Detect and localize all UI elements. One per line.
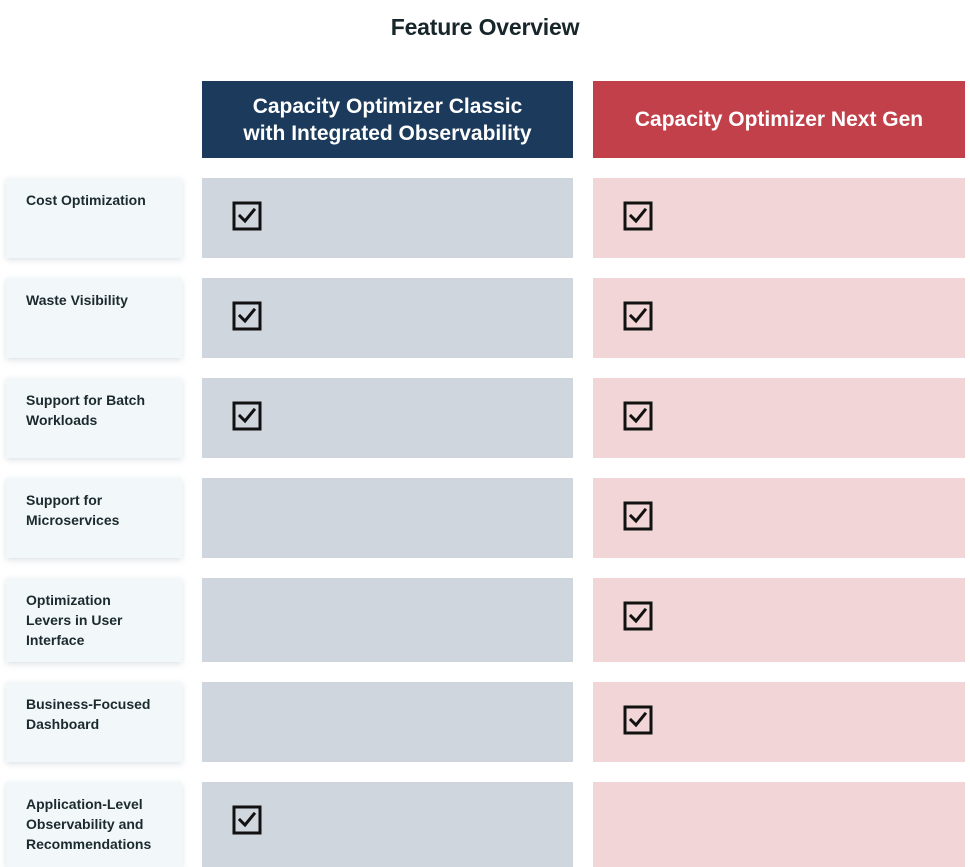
feature-label: Application-Level Observability and Recomm… <box>6 782 182 867</box>
checkbox-checked-icon <box>623 401 653 431</box>
feature-cell-classic <box>202 378 573 458</box>
feature-label-line: Recommendations <box>26 836 152 852</box>
column-header-classic-line1: Capacity Optimizer Classic <box>252 94 523 118</box>
column-header-classic-line2: with Integrated Observability <box>243 121 532 145</box>
feature-label-line: Workloads <box>26 412 98 428</box>
column-header-nextgen: Capacity Optimizer Next Gen <box>593 81 965 158</box>
feature-label-line: Levers in User <box>26 612 123 628</box>
checkbox-checked-icon <box>623 501 653 531</box>
feature-label: Cost Optimization <box>6 178 182 258</box>
feature-label: Support for Batch Workloads <box>6 378 182 458</box>
feature-cell-nextgen <box>593 278 965 358</box>
feature-cell-classic <box>202 478 573 558</box>
feature-label-line: Support for <box>26 492 103 508</box>
feature-label: Support for Microservices <box>6 478 182 558</box>
page-title: Feature Overview <box>390 14 580 40</box>
feature-cell-classic <box>202 178 573 258</box>
checkbox-checked-icon <box>232 201 262 231</box>
feature-label: Business-Focused Dashboard <box>6 682 182 762</box>
feature-label: Optimization Levers in User Interface <box>6 578 182 662</box>
checkbox-checked-icon <box>623 201 653 231</box>
checkbox-checked-icon <box>232 401 262 431</box>
checkbox-checked-icon <box>623 601 653 631</box>
feature-cell-nextgen <box>593 782 965 867</box>
feature-label-line: Waste Visibility <box>26 292 128 308</box>
feature-label-line: Interface <box>26 632 85 648</box>
column-header-classic: Capacity Optimizer Classic with Integrat… <box>202 81 573 158</box>
feature-cell-classic <box>202 278 573 358</box>
feature-label-line: Application-Level <box>26 796 143 812</box>
feature-label-line: Support for Batch <box>26 392 145 408</box>
feature-cell-classic <box>202 578 573 662</box>
feature-label-line: Observability and <box>26 816 144 832</box>
feature-cell-classic <box>202 782 573 867</box>
feature-label-line: Business-Focused <box>26 696 151 712</box>
checkbox-checked-icon <box>623 705 653 735</box>
feature-cell-nextgen <box>593 682 965 762</box>
feature-label-line: Microservices <box>26 512 120 528</box>
feature-label: Waste Visibility <box>6 278 182 358</box>
checkbox-checked-icon <box>232 805 262 835</box>
feature-cell-classic <box>202 682 573 762</box>
feature-label-line: Dashboard <box>26 716 100 732</box>
checkbox-checked-icon <box>623 301 653 331</box>
checkbox-checked-icon <box>232 301 262 331</box>
feature-label-line: Cost Optimization <box>26 192 146 208</box>
feature-cell-nextgen <box>593 478 965 558</box>
feature-cell-nextgen <box>593 578 965 662</box>
feature-cell-nextgen <box>593 378 965 458</box>
feature-cell-nextgen <box>593 178 965 258</box>
feature-label-line: Optimization <box>26 592 111 608</box>
